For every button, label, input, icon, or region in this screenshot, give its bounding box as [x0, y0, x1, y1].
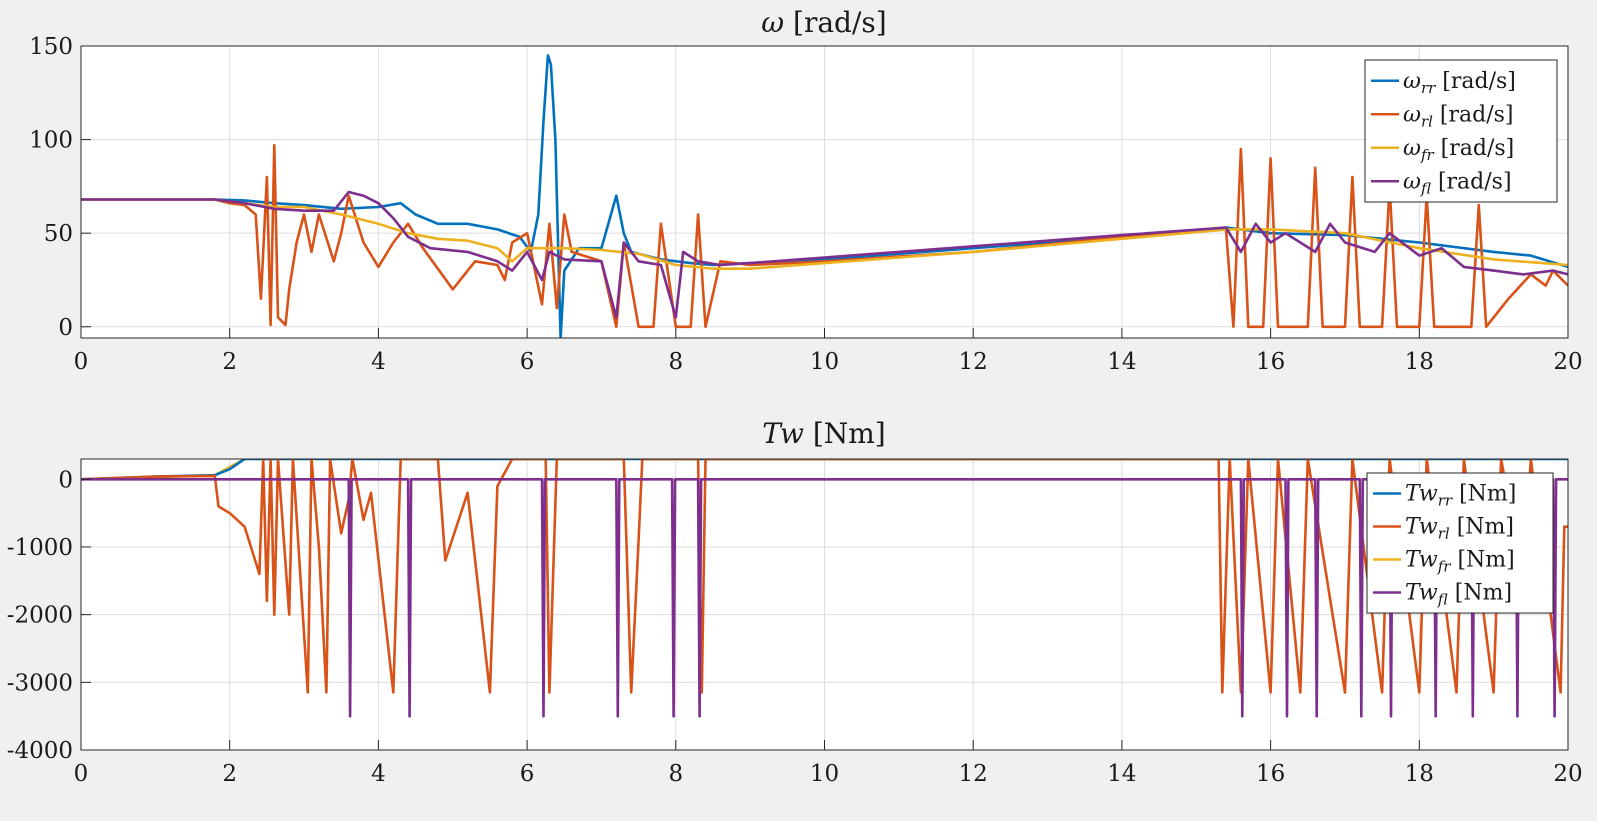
omega-xtick-label: 18: [1405, 349, 1434, 375]
torque-xtick-label: 0: [74, 761, 89, 787]
omega-ytick-label: 100: [29, 128, 73, 154]
torque-ytick-label: -4000: [7, 738, 73, 764]
torque-legend-label-fr: Twfr [Nm]: [1405, 548, 1515, 576]
omega-ticks: 0 2 4 6 8 10 12 14 16 18 20 0 50 100 150: [29, 34, 1583, 375]
omega-xtick-label: 10: [810, 349, 839, 375]
omega-axes: 0 2 4 6 8 10 12 14 16 18 20 0 50 100 150 ω [rad/s] ωrr…: [29, 6, 1583, 375]
torque-ytick-label: -1000: [7, 535, 73, 561]
omega-series-rl-line: [81, 143, 1568, 329]
torque-legend-label-fl: Twfl [Nm]: [1405, 581, 1512, 609]
omega-ytick-label: 50: [44, 221, 73, 247]
omega-xtick-label: 0: [74, 349, 89, 375]
omega-ytick-label: 0: [58, 315, 73, 341]
omega-series-lines: [81, 54, 1568, 338]
torque-xtick-label: 20: [1553, 761, 1582, 787]
omega-xtick-label: 4: [371, 349, 386, 375]
omega-legend-label-rl: ωrl [rad/s]: [1403, 102, 1514, 130]
torque-title-symbol: Tw: [762, 417, 804, 450]
torque-legend-label-rl: Twrl [Nm]: [1405, 515, 1514, 543]
torque-legend: Twrr [Nm] Twrl [Nm] Twfr [Nm] Twfl [Nm]: [1366, 472, 1554, 614]
torque-xtick-label: 14: [1107, 761, 1136, 787]
torque-legend-label-rr: Twrr [Nm]: [1405, 482, 1516, 510]
torque-xtick-label: 8: [668, 761, 683, 787]
omega-xtick-label: 16: [1256, 349, 1285, 375]
torque-xtick-label: 6: [520, 761, 535, 787]
torque-xtick-label: 4: [371, 761, 386, 787]
omega-legend-label-rr: ωrr [rad/s]: [1403, 69, 1516, 97]
omega-xtick-label: 8: [668, 349, 683, 375]
torque-title: Tw [Nm]: [762, 417, 885, 450]
omega-xtick-label: 6: [520, 349, 535, 375]
torque-ytick-label: -2000: [7, 603, 73, 629]
omega-title: ω [rad/s]: [761, 6, 886, 39]
omega-xtick-label: 14: [1107, 349, 1136, 375]
torque-xtick-label: 12: [959, 761, 988, 787]
torque-legend-box: [1366, 472, 1554, 614]
omega-ytick-label: 150: [29, 34, 73, 60]
torque-xtick-label: 10: [810, 761, 839, 787]
omega-xtick-label: 12: [959, 349, 988, 375]
omega-xtick-label: 2: [222, 349, 237, 375]
omega-title-symbol: ω: [761, 6, 784, 39]
torque-ytick-label: -3000: [7, 670, 73, 696]
omega-xtick-label: 20: [1553, 349, 1582, 375]
torque-ytick-label: 0: [58, 467, 73, 493]
torque-ticks: 0 2 4 6 8 10 12 14 16 18 20 -4000 -3000 -2000 -1000 0: [7, 467, 1583, 787]
omega-series-fl-line: [81, 190, 1568, 319]
torque-xtick-label: 18: [1405, 761, 1434, 787]
torque-axes: 0 2 4 6 8 10 12 14 16 18 20 -4000 -3000 -2000 -1000 0 T…: [7, 417, 1583, 787]
omega-legend-label-fr: ωfr [rad/s]: [1403, 136, 1514, 164]
omega-legend: ωrr [rad/s] ωrl [rad/s] ωfr [rad/s] ωfl [ra…: [1364, 59, 1558, 203]
omega-legend-box: [1364, 59, 1558, 203]
torque-series-fl-line: [81, 477, 1568, 718]
omega-title-unit: [rad/s]: [784, 6, 887, 39]
torque-title-unit: [Nm]: [804, 417, 886, 450]
omega-legend-label-fl: ωfl [rad/s]: [1403, 169, 1512, 197]
torque-xtick-label: 2: [222, 761, 237, 787]
torque-xtick-label: 16: [1256, 761, 1285, 787]
